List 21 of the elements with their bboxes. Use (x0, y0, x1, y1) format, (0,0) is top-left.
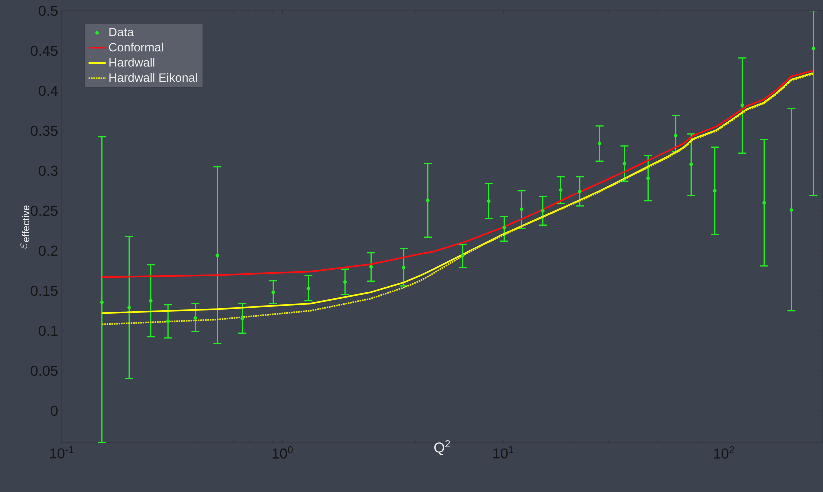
x-tick-label: 10$^{2}$ (714, 446, 734, 459)
x-tick-label: 10$^{-1}$ (50, 446, 74, 459)
y-tick-label: 0.35 (31, 126, 58, 136)
y-tick-label: 0.25 (31, 206, 58, 216)
y-axis-title: $\varepsilon_{\mathrm{effective}}$ (20, 206, 30, 249)
legend-label: Hardwall (110, 58, 155, 67)
y-tick-label: 0.4 (39, 86, 58, 96)
legend-label: Conformal (109, 42, 164, 52)
y-tick-label: 0.3 (39, 166, 58, 176)
legend-label: Data (110, 28, 134, 37)
legend-label: Hardwall Eikonal (110, 73, 198, 82)
y-tick-label: 0.05 (31, 366, 58, 376)
y-tick-label: 0.45 (31, 46, 58, 56)
y-tick-label: 0 (51, 406, 58, 416)
x-tick-label: 10$^{1}$ (494, 446, 514, 459)
x-tick-label: 10$^{0}$ (272, 446, 293, 459)
y-tick-label: 0.5 (39, 6, 58, 16)
x-axis-title: Q$^{2}$ (434, 440, 450, 456)
y-tick-label: 0.15 (31, 286, 58, 296)
y-tick-label: 0.1 (39, 326, 58, 336)
y-tick-label: 0.2 (39, 246, 58, 256)
